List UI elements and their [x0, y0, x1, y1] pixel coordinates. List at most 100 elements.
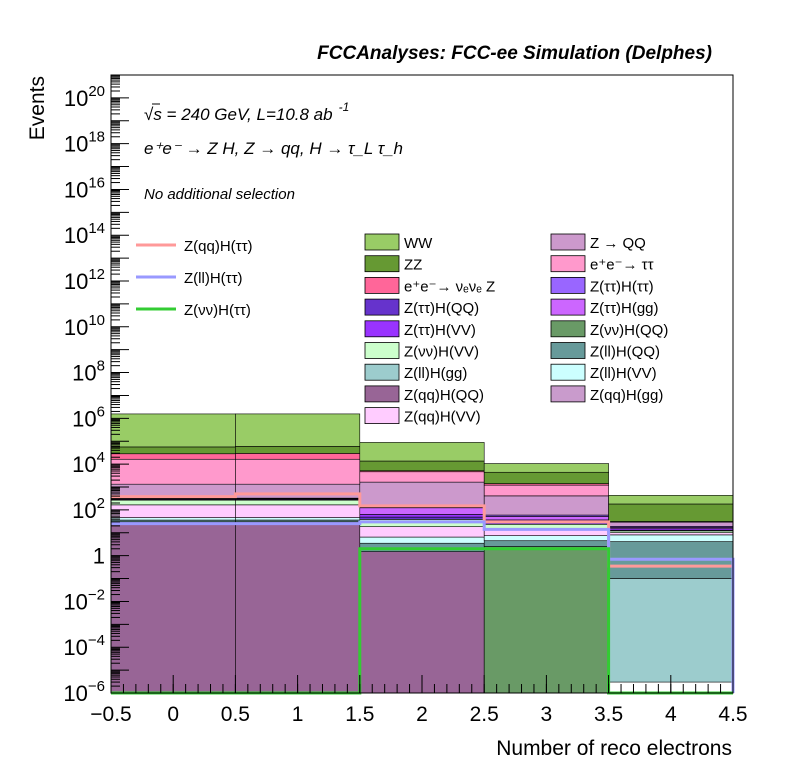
- y-tick-label: 1020: [64, 83, 105, 111]
- x-tick-label: 2: [416, 703, 428, 726]
- bar-z-h-vv-bin-2: [359, 514, 485, 518]
- legend-swatch-z-qq-h-vv: [364, 407, 400, 425]
- y-tick-label: 104: [72, 449, 105, 477]
- energy-superscript: -1: [339, 100, 350, 114]
- y-tick-label: 1010: [64, 312, 105, 340]
- bar-z-qq-bin-4: [608, 521, 734, 527]
- signal-line-z-ll-h: [111, 520, 735, 693]
- legend-swatch-e-e: [550, 255, 586, 273]
- y-tick-label: 102: [72, 495, 105, 523]
- legend-swatch-z-ll-h-vv: [550, 363, 586, 381]
- legend-swatch-z-h: [550, 276, 586, 294]
- legend-label-z-ll-h-qq: Z(ll)H(QQ): [590, 344, 660, 361]
- stack-bars: [110, 413, 734, 694]
- y-tick-label: 10−6: [63, 678, 105, 706]
- bar-z-ll-h-vv-bin-3: [483, 535, 609, 542]
- legend-label-e-e: e⁺e⁻→ ττ: [590, 257, 654, 274]
- legend-label-z-h-vv: Z(ττ)H(VV): [404, 322, 476, 339]
- legend-label-z-h-gg: Z(ττ)H(gg): [590, 300, 659, 317]
- legend-swatch-z-qq: [550, 233, 586, 251]
- annotations: √s = 240 GeV, L=10.8 ab -1 e⁺e⁻ → Z H, Z …: [144, 100, 403, 203]
- bar-ww-bin-4: [608, 495, 734, 505]
- legend-swatch-z-h-qq: [550, 320, 586, 338]
- y-tick-label: 1: [93, 544, 105, 569]
- legend-swatch-zz: [364, 255, 400, 273]
- legend-label-zz: ZZ: [404, 257, 422, 274]
- energy-annotation: √s = 240 GeV, L=10.8 ab -1: [144, 100, 349, 124]
- legend-label-z-ll-h: Z(ll)H(ττ): [184, 270, 243, 287]
- bar-z-qq-h-vv-bin-4: [608, 532, 734, 536]
- bar-z-h-gg-bin-3: [483, 516, 609, 521]
- legend-swatch-z-h-vv: [364, 320, 400, 338]
- x-tick-label: 4: [665, 703, 677, 726]
- legend-label-z-qq-h-qq: Z(qq)H(QQ): [404, 387, 484, 404]
- x-tick-label: 3: [541, 703, 553, 726]
- bar-z-qq-h-qq-bin-0: [110, 521, 236, 694]
- x-axis-label: Number of reco electrons: [496, 737, 732, 760]
- y-tick-label: 106: [72, 403, 105, 431]
- bar-zz-bin-2: [359, 460, 485, 472]
- bar-z-h-vv-bin-1: [235, 499, 361, 506]
- y-axis-label: Events: [26, 76, 49, 140]
- legend-swatch-z-qq-h-gg: [550, 385, 586, 403]
- x-tick-label: 2.5: [470, 703, 499, 726]
- selection-annotation: No additional selection: [144, 186, 295, 203]
- y-tick-label: 1012: [64, 266, 105, 294]
- bar-z-qq-h-vv-bin-2: [359, 526, 485, 538]
- legend-swatch-e-e-z: [364, 276, 400, 294]
- x-tick-label: 1.5: [345, 703, 374, 726]
- bar-z-qq-bin-3: [483, 495, 609, 516]
- legend-label-z-qq: Z → QQ: [590, 235, 646, 252]
- bar-z-h-qq-bin-2: [359, 516, 485, 520]
- legend-label-e-e-z: e⁺e⁻→ νₑνₑ Z: [404, 278, 495, 295]
- legend-label-z-h: Z(ττ)H(ττ): [590, 278, 654, 295]
- x-axis-ticks: −0.5 0 0.5 1 1.5 2 2.5 3 3.5 4 4.5: [90, 675, 748, 726]
- legend-swatch-z-ll-h-qq: [550, 342, 586, 359]
- legend-label-z-h-qq: Z(νν)H(QQ): [590, 322, 668, 339]
- bar-z-h-qq-bin-3: [483, 546, 609, 694]
- bar-z-ll-h-vv-bin-1: [235, 517, 361, 521]
- bar-z-ll-h-vv-bin-2: [359, 536, 485, 544]
- legend-swatch-z-h-gg: [550, 298, 586, 316]
- legend-swatch-z-qq-h-qq: [364, 385, 400, 403]
- legend-label-z-qq-h-gg: Z(qq)H(gg): [590, 387, 663, 404]
- legend-swatch-z-h-vv: [364, 342, 400, 359]
- legend-swatch-z-ll-h-gg: [364, 363, 400, 381]
- bar-z-qq-bin-1: [235, 483, 361, 499]
- bar-ww-bin-3: [483, 463, 609, 473]
- bar-e-e-bin-2: [359, 471, 485, 483]
- legend-label-z-h: Z(νν)H(ττ): [184, 302, 251, 319]
- x-tick-label: 0.5: [221, 703, 250, 726]
- y-tick-label: 1016: [64, 174, 105, 202]
- legend-label-z-qq-h: Z(qq)H(ττ): [184, 238, 253, 255]
- bar-e-e-z-bin-0: [110, 453, 236, 460]
- bar-z-h-gg-bin-2: [359, 507, 485, 515]
- legend-label-ww: WW: [404, 235, 433, 252]
- y-tick-label: 1018: [64, 129, 105, 157]
- y-tick-label: 1014: [64, 220, 105, 248]
- bar-ww-bin-1: [235, 413, 361, 447]
- bar-z-ll-h-vv-bin-0: [110, 517, 236, 521]
- x-tick-label: 3.5: [594, 703, 623, 726]
- bar-z-ll-h-qq-bin-3: [483, 540, 609, 547]
- bar-zz-bin-3: [483, 471, 609, 484]
- x-tick-label: 1: [292, 703, 304, 726]
- bar-z-qq-h-vv-bin-1: [235, 504, 361, 518]
- legend-label-z-h-qq: Z(ττ)H(QQ): [404, 300, 479, 317]
- bar-e-e-bin-3: [483, 484, 609, 497]
- bar-z-qq-h-qq-bin-1: [235, 521, 361, 694]
- process-annotation: e⁺e⁻ → Z H, Z → qq, H → τ_L τ_h: [144, 139, 403, 158]
- signal-line-z-qq-h: [111, 492, 735, 693]
- y-tick-label: 10−2: [63, 586, 105, 614]
- legend-swatch-z-h-qq: [364, 298, 400, 316]
- bar-ww-bin-0: [110, 413, 236, 448]
- bar-e-e-bin-1: [235, 458, 361, 485]
- y-tick-label: 10−4: [63, 632, 105, 660]
- legend-swatch-ww: [364, 233, 400, 251]
- chart-title: FCCAnalyses: FCC-ee Simulation (Delphes): [317, 43, 712, 64]
- x-tick-label: 4.5: [718, 703, 747, 726]
- bar-z-qq-h-qq-bin-2: [359, 551, 485, 694]
- energy-text: √s = 240 GeV, L=10.8 ab: [144, 105, 333, 124]
- bar-z-qq-h-vv-bin-0: [110, 504, 236, 518]
